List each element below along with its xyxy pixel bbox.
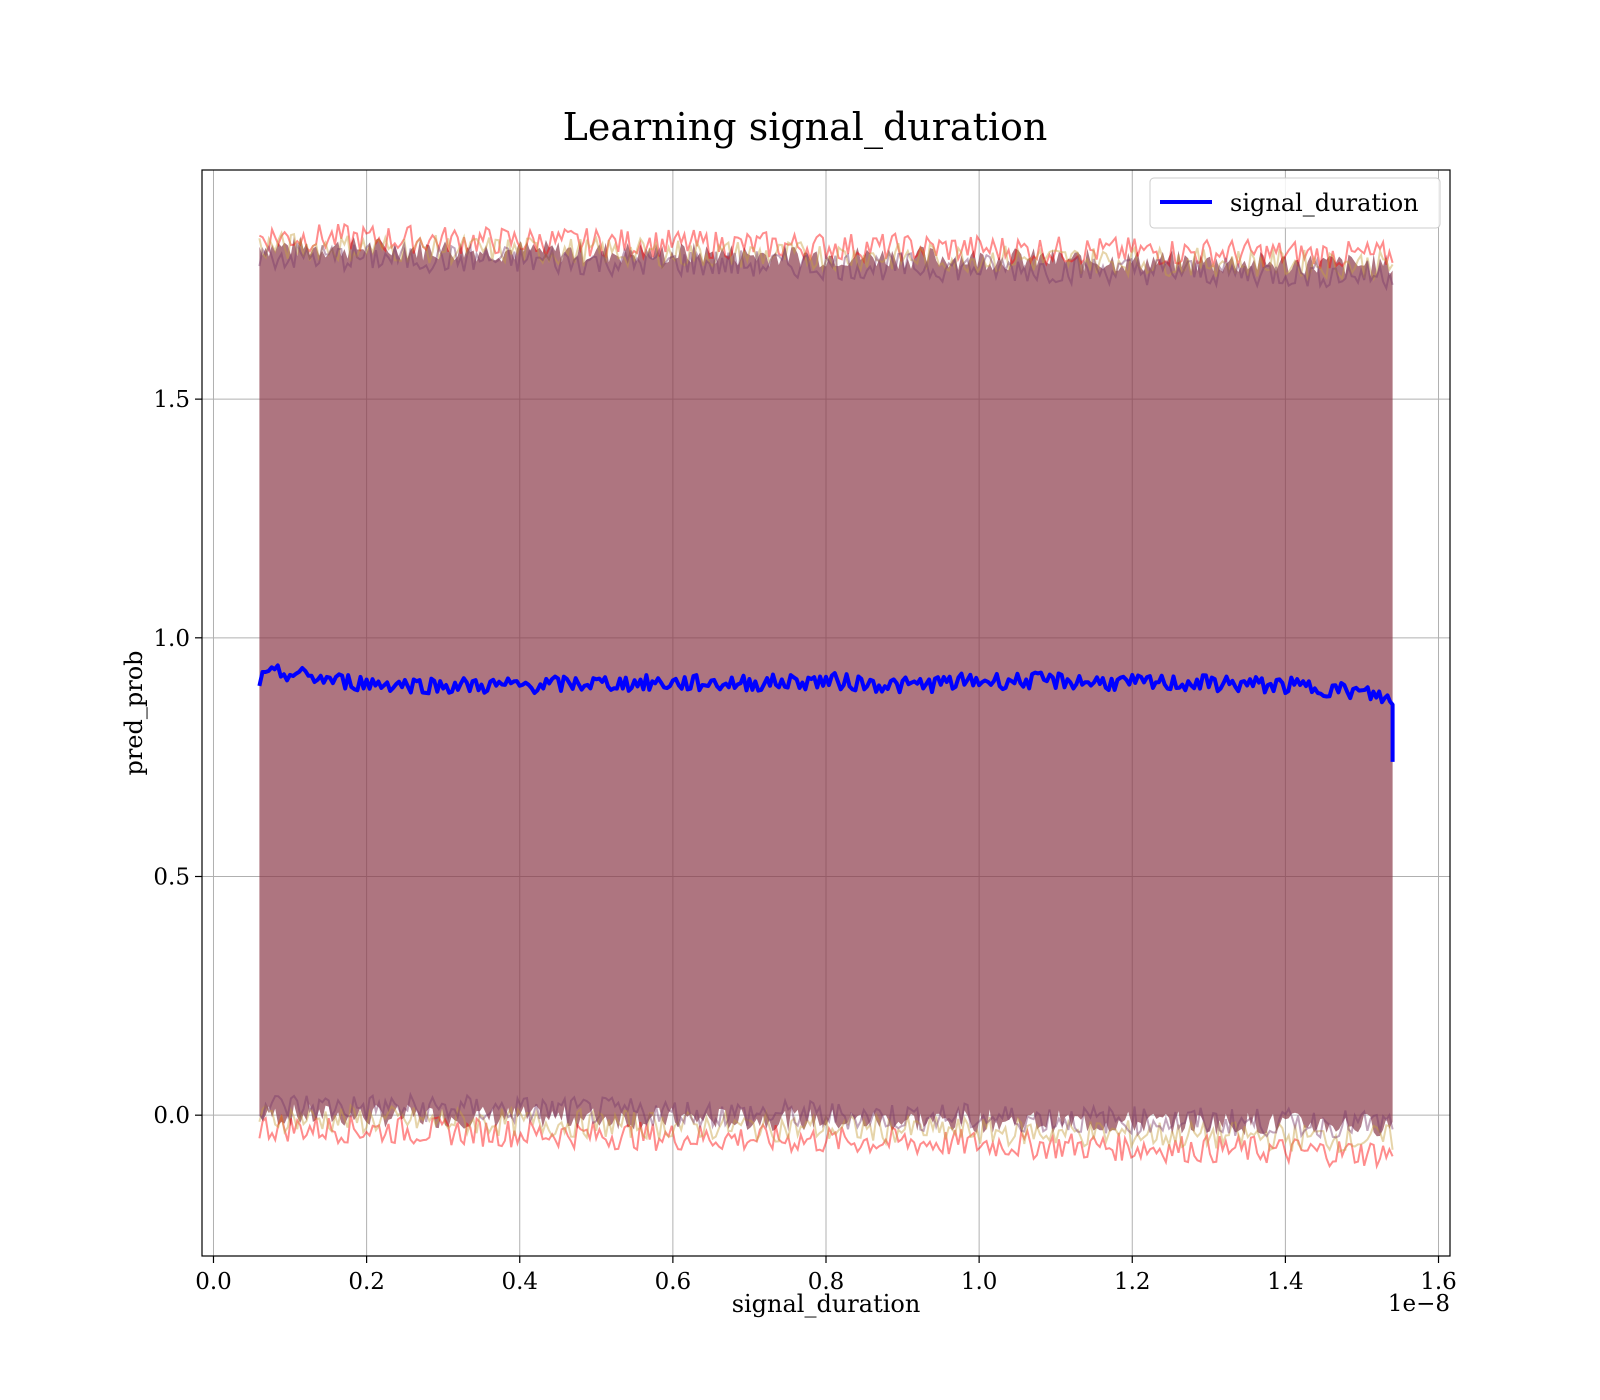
band-edge-lower-1 <box>258 1103 1394 1154</box>
x-axis-label: signal_duration <box>732 1290 921 1318</box>
x-offset-label: 1e−8 <box>1388 1291 1450 1317</box>
y-tick-label-3: 1.5 <box>153 387 190 413</box>
y-tick-label-0: 0.0 <box>153 1103 190 1129</box>
legend-label-signal-duration: signal_duration <box>1230 189 1419 217</box>
y-tick-label-2: 1.0 <box>153 626 190 652</box>
y-axis-label: pred_prob <box>120 650 148 775</box>
x-tick-label-0: 0.0 <box>195 1269 232 1295</box>
band-edge-lower-0 <box>258 1113 1394 1170</box>
band-edge-upper-2 <box>258 240 1394 292</box>
x-tick-label-2: 0.4 <box>501 1269 538 1295</box>
x-tick-label-5: 1.0 <box>961 1269 998 1295</box>
confidence-bands <box>258 222 1394 1170</box>
legend-box <box>1149 177 1441 229</box>
band-edge-upper-1 <box>258 230 1394 282</box>
x-tick-label-1: 0.2 <box>348 1269 385 1295</box>
chart-title: Learning signal_duration <box>563 105 1048 150</box>
x-tick-label-3: 0.6 <box>655 1269 692 1295</box>
band-edge-lower-2 <box>258 1091 1394 1140</box>
confidence-band-0 <box>259 236 1393 1137</box>
x-tick-label-6: 1.2 <box>1114 1269 1151 1295</box>
band-edge-upper-0 <box>258 222 1394 269</box>
axis-ticks: 0.0 0.2 0.4 0.6 0.8 1.0 1.2 1.4 1.6 0.0 0.5 1.0 1.5 <box>153 387 1456 1295</box>
series-lines <box>257 663 1395 762</box>
x-tick-label-7: 1.4 <box>1267 1269 1304 1295</box>
y-tick-label-1: 0.5 <box>153 864 190 890</box>
series-line-0 <box>257 663 1395 762</box>
legend: signal_duration <box>1149 177 1441 229</box>
x-tick-label-4: 0.8 <box>808 1269 845 1295</box>
x-tick-label-8: 1.6 <box>1420 1269 1457 1295</box>
